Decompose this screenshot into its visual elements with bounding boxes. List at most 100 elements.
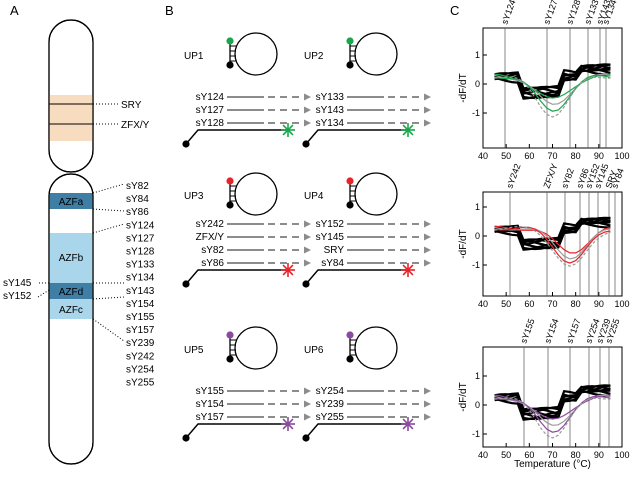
azfb-label: AZFb	[59, 253, 84, 264]
primer-label: sY239	[316, 399, 345, 410]
fluorophore-star-icon	[281, 123, 295, 137]
marker-list-right: sY82 sY84 sY86 sY124 sY127 sY128 sY133 sY134 sY1…	[126, 181, 155, 389]
x-tick-label: 100	[614, 450, 629, 460]
quencher-dot-icon	[302, 434, 310, 442]
primer-label: sY255	[316, 412, 345, 423]
x-tick-label: 50	[501, 299, 511, 309]
primer-label: sY134	[316, 118, 345, 129]
panel-label-c: C	[450, 3, 459, 18]
x-tick-label: 70	[547, 299, 557, 309]
azfa-region	[49, 193, 93, 209]
marker-label: sY127	[126, 233, 155, 244]
y-tick-label: 1	[475, 202, 480, 212]
x-tick-label: 80	[571, 450, 581, 460]
x-tick-label: 70	[547, 450, 557, 460]
probe-name: UP5	[184, 345, 204, 356]
marker-label: sY155	[126, 312, 155, 323]
marker-label: sY128	[126, 247, 155, 258]
quencher-dot-icon	[182, 434, 190, 442]
marker-label: sY143	[126, 286, 155, 297]
probe-panel: UP1 sY124 sY127 sY128 UP2 sY133 sY143 sY134 UP3 s…	[182, 32, 431, 442]
x-tick-label: 90	[594, 299, 604, 309]
primer-label: sY127	[196, 105, 225, 116]
x-tick-label: 80	[571, 151, 581, 161]
probe-up5: UP5 sY155 sY154 sY157	[182, 326, 311, 442]
quencher-dot-icon	[182, 140, 190, 148]
marker-line-label: sY242	[504, 162, 522, 189]
quencher-dot-icon	[346, 201, 354, 209]
marker-label: sY86	[126, 207, 149, 218]
probe-up6: UP6 sY254 sY239 sY255	[302, 326, 431, 442]
primer-label: sY152	[316, 219, 345, 230]
x-tick-label: 60	[524, 151, 534, 161]
x-tick-label: 90	[594, 450, 604, 460]
probe-up1: UP1 sY124 sY127 sY128	[182, 32, 311, 148]
y-tick-label: -1	[472, 108, 480, 118]
y-tick-label: 0	[475, 400, 480, 410]
primer-label: sY145	[316, 232, 345, 243]
marker-label: sY82	[126, 181, 149, 192]
probe-up2: UP2 sY133 sY143 sY134	[302, 32, 431, 148]
quencher-dot-icon	[346, 61, 354, 69]
primer-label: sY254	[316, 386, 345, 397]
azfd-region	[49, 283, 93, 299]
x-tick-label: 50	[501, 450, 511, 460]
x-tick-label: 60	[524, 299, 534, 309]
marker-line-label: sY124	[499, 0, 517, 26]
marker-line-label: sY128	[564, 0, 582, 26]
marker-label: sY134	[126, 273, 155, 284]
fluorophore-dot-icon	[226, 37, 234, 45]
y-axis-label: -dF/dT	[458, 382, 469, 411]
fluorophore-star-icon	[401, 123, 415, 137]
y-axis-label: -dF/dT	[458, 229, 469, 258]
quencher-dot-icon	[226, 61, 234, 69]
y-tick-label: 1	[475, 50, 480, 60]
primer-label: sY143	[316, 105, 345, 116]
marker-line-label: sY154	[542, 317, 560, 344]
melt-plot: 1 0 -1-dF/dT 40 50 60 70 80 90 100 sY124 sY127 sY128…	[458, 0, 630, 161]
melt-plot: 1 0 -1 -dF/dT 40 50 60 70 80 90 100 sY155 sY154 sY157…	[458, 317, 630, 460]
azfa-label: AZFa	[59, 197, 84, 208]
x-tick-label: 40	[478, 151, 488, 161]
quencher-dot-icon	[302, 140, 310, 148]
y-tick-label: 0	[475, 231, 480, 241]
x-tick-label: 40	[478, 450, 488, 460]
quencher-dot-icon	[182, 280, 190, 288]
azfc-label: AZFc	[59, 305, 83, 316]
azfd-label: AZFd	[59, 287, 83, 298]
fluorophore-dot-icon	[346, 37, 354, 45]
marker-label: sY124	[126, 220, 155, 231]
panel-label-b: B	[165, 3, 174, 18]
sry-zfx-band	[49, 95, 93, 141]
marker-label: sY145	[3, 278, 32, 289]
primer-label: sY86	[201, 258, 224, 269]
marker-label: sY154	[126, 299, 155, 310]
primer-label: sY82	[201, 245, 224, 256]
x-tick-label: 100	[614, 299, 629, 309]
x-tick-label: 70	[547, 151, 557, 161]
marker-line-label: sY155	[518, 317, 536, 344]
primer-label: ZFX/Y	[196, 232, 225, 243]
marker-line-label: ZFX/Y	[541, 162, 559, 189]
marker-label: sY254	[126, 364, 155, 375]
quencher-dot-icon	[302, 280, 310, 288]
probe-up3: UP3 sY242 ZFX/Y sY82 sY86	[182, 172, 311, 288]
x-tick-label: 90	[594, 151, 604, 161]
probe-name: UP3	[184, 191, 204, 202]
primer-label: sY133	[316, 92, 345, 103]
marker-line-label: sY157	[564, 317, 582, 344]
zfx-label: ZFX/Y	[121, 120, 150, 131]
marker-label: sY255	[126, 378, 155, 389]
probe-name: UP2	[304, 51, 324, 62]
quencher-dot-icon	[346, 355, 354, 363]
primer-label: SRY	[324, 245, 345, 256]
probe-up4: UP4 sY152 sY145 SRY sY84	[302, 172, 431, 288]
quencher-dot-icon	[226, 201, 234, 209]
x-tick-label: 50	[501, 151, 511, 161]
fluorophore-star-icon	[401, 263, 415, 277]
y-tick-label: 1	[475, 371, 480, 381]
fluorophore-star-icon	[281, 263, 295, 277]
